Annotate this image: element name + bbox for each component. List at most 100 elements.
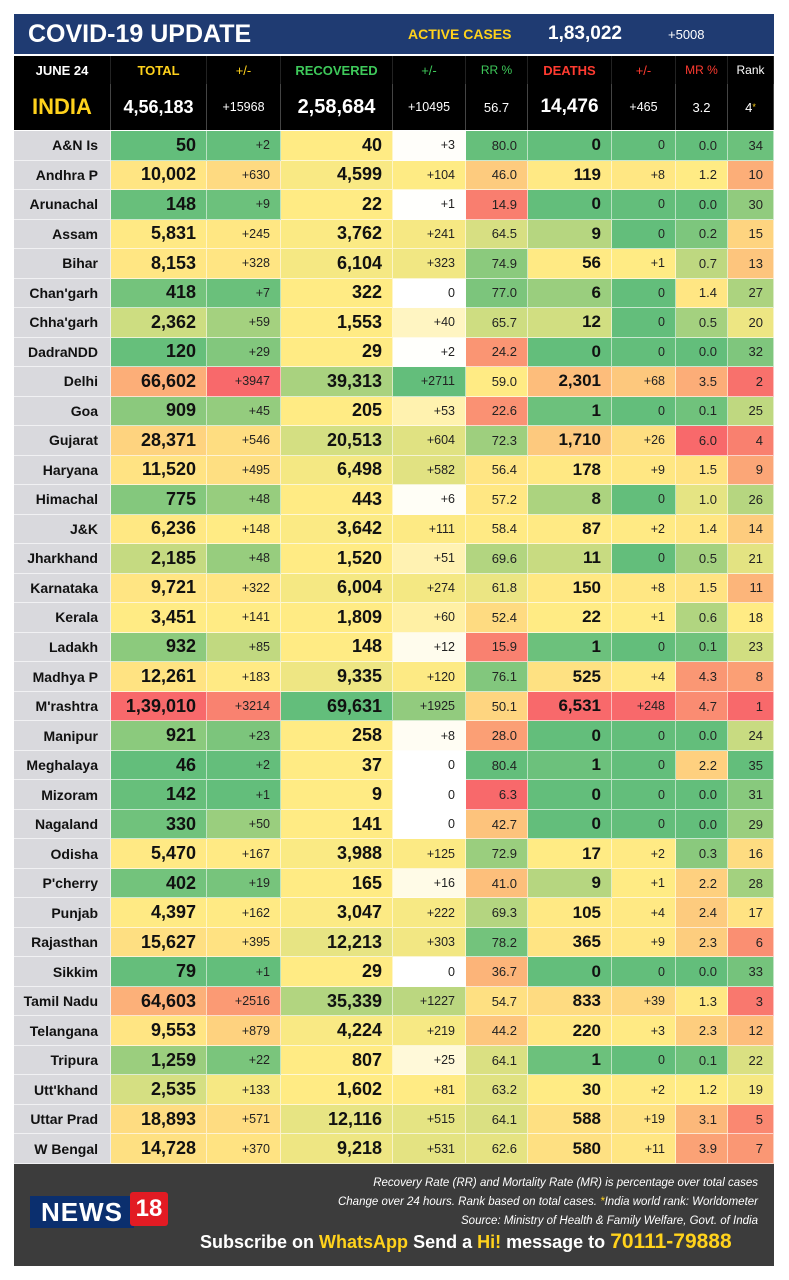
deaths-delta-header: +/-: [612, 56, 676, 84]
recovery-rate: 36.7: [466, 957, 528, 987]
table-row: J&K 6,236 +148 3,642 +111 58.4 87 +2 1.4 14: [14, 514, 774, 545]
total-cases: 932: [111, 632, 207, 663]
mortality-rate: 2.2: [676, 750, 728, 781]
recovered: 69,631: [281, 691, 393, 722]
total-delta: +2: [207, 750, 281, 781]
deaths: 56: [528, 249, 612, 279]
table-row: M'rashtra 1,39,010 +3214 69,631 +1925 50.1 6,5…: [14, 691, 774, 722]
total-delta: +9: [207, 190, 281, 220]
recovered: 35,339: [281, 986, 393, 1017]
rank: 26: [728, 485, 774, 515]
recovery-rate: 61.8: [466, 573, 528, 604]
table-row: Mizoram 142 +1 9 0 6.3 0 0 0.0 31: [14, 780, 774, 810]
total-delta: +2516: [207, 986, 281, 1017]
recovered-delta: 0: [393, 750, 466, 781]
mortality-rate: 1.5: [676, 455, 728, 486]
rank: 35: [728, 750, 774, 781]
deaths: 220: [528, 1016, 612, 1046]
recovered: 3,762: [281, 219, 393, 250]
active-cases-value: 1,83,022: [548, 23, 622, 44]
deaths: 588: [528, 1104, 612, 1135]
deaths: 11: [528, 544, 612, 574]
column-header-row: JUNE 24 TOTAL +/- RECOVERED +/- RR % DEA…: [14, 56, 774, 84]
logo-news-text: NEWS: [30, 1196, 134, 1228]
total-cases: 120: [111, 337, 207, 368]
recovered-header: RECOVERED: [281, 56, 393, 84]
recovery-rate: 46.0: [466, 160, 528, 190]
recovery-rate: 76.1: [466, 662, 528, 692]
mortality-rate: 2.3: [676, 927, 728, 958]
deaths-delta: 0: [612, 721, 676, 751]
recovered: 20,513: [281, 426, 393, 456]
page-title: COVID-19 UPDATE: [28, 19, 252, 48]
whatsapp-number[interactable]: 70111-79888: [610, 1230, 732, 1253]
deaths: 1: [528, 396, 612, 427]
total-delta: +23: [207, 721, 281, 751]
deaths-delta: +4: [612, 898, 676, 928]
rank: 11: [728, 573, 774, 604]
total-cases: 50: [111, 131, 207, 161]
total-delta: +85: [207, 632, 281, 663]
table-row: Punjab 4,397 +162 3,047 +222 69.3 105 +4 2.4 17: [14, 898, 774, 928]
total-delta: +370: [207, 1134, 281, 1164]
recovery-rate: 63.2: [466, 1075, 528, 1105]
total-delta: +571: [207, 1104, 281, 1135]
table-row: Meghalaya 46 +2 37 0 80.4 1 0 2.2 35: [14, 750, 774, 781]
recovered-delta: +125: [393, 839, 466, 869]
mortality-rate: 1.4: [676, 278, 728, 309]
total-cases: 418: [111, 278, 207, 309]
deaths: 0: [528, 957, 612, 987]
recovery-rate: 64.1: [466, 1104, 528, 1135]
deaths-delta: +8: [612, 160, 676, 190]
state-name: A&N Is: [14, 131, 111, 161]
rank: 4: [728, 426, 774, 456]
recovered: 1,809: [281, 603, 393, 633]
total-cases: 921: [111, 721, 207, 751]
total-cases: 8,153: [111, 249, 207, 279]
india-total-delta: +15968: [207, 84, 281, 130]
note-world-rank: India world rank: Worldometer: [604, 1196, 758, 1208]
rank: 18: [728, 603, 774, 633]
state-name: Andhra P: [14, 160, 111, 190]
mortality-rate: 0.0: [676, 780, 728, 810]
total-delta: +167: [207, 839, 281, 869]
recovered: 1,602: [281, 1075, 393, 1105]
recovered-delta-header: +/-: [393, 56, 466, 84]
recovery-rate: 57.2: [466, 485, 528, 515]
recovered: 1,553: [281, 308, 393, 338]
deaths-delta: +2: [612, 1075, 676, 1105]
state-name: Punjab: [14, 898, 111, 928]
recovered: 6,498: [281, 455, 393, 486]
recovery-rate: 77.0: [466, 278, 528, 309]
deaths-delta: 0: [612, 396, 676, 427]
hi-label: Hi!: [477, 1232, 502, 1252]
rank: 25: [728, 396, 774, 427]
deaths: 30: [528, 1075, 612, 1105]
recovery-rate: 24.2: [466, 337, 528, 368]
mortality-rate: 0.5: [676, 544, 728, 574]
deaths: 365: [528, 927, 612, 958]
recovered: 37: [281, 750, 393, 781]
recovered-delta: +6: [393, 485, 466, 515]
note-source: Source: Ministry of Health & Family Welf…: [461, 1215, 758, 1227]
state-name: W Bengal: [14, 1134, 111, 1164]
total-delta: +328: [207, 249, 281, 279]
recovery-rate: 50.1: [466, 691, 528, 722]
recovery-rate: 54.7: [466, 986, 528, 1017]
rank: 22: [728, 1045, 774, 1076]
recovery-rate: 64.5: [466, 219, 528, 250]
total-delta: +59: [207, 308, 281, 338]
recovered: 148: [281, 632, 393, 663]
recovered: 6,104: [281, 249, 393, 279]
table-row: Arunachal 148 +9 22 +1 14.9 0 0 0.0 30: [14, 190, 774, 220]
mortality-rate: 2.3: [676, 1016, 728, 1046]
mortality-rate: 0.0: [676, 957, 728, 987]
india-rank-star: *: [752, 102, 756, 112]
table-row: Andhra P 10,002 +630 4,599 +104 46.0 119 +8 1.2 1…: [14, 160, 774, 190]
mortality-rate: 0.1: [676, 632, 728, 663]
total-delta-header: +/-: [207, 56, 281, 84]
table-row: Utt'khand 2,535 +133 1,602 +81 63.2 30 +2 1.2 19: [14, 1075, 774, 1105]
table-row: Rajasthan 15,627 +395 12,213 +303 78.2 365 +9 2.…: [14, 927, 774, 958]
footer: Recovery Rate (RR) and Mortality Rate (M…: [14, 1164, 774, 1266]
rank: 6: [728, 927, 774, 958]
